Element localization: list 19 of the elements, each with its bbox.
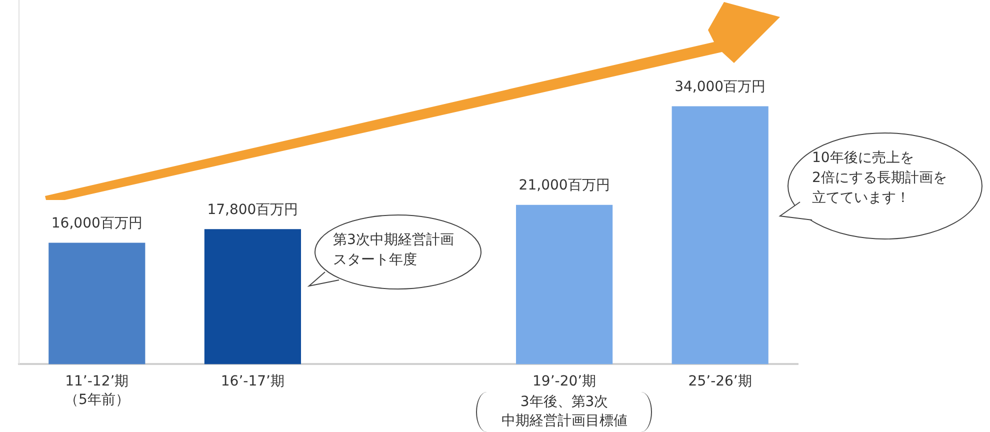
annotation: 第3次中期経営計画	[333, 231, 454, 250]
text: 2倍にする長期計画を	[812, 169, 947, 188]
text: 中期経営計画目標値	[500, 412, 628, 432]
data-label: 17,800百万円	[207, 202, 298, 218]
data-label: 34,000百万円	[674, 78, 766, 95]
data-label: 21,000百万円	[518, 178, 610, 194]
x-tick-label: 25’-26’期	[688, 373, 752, 390]
x-tick-label: 19’-20’期	[532, 373, 596, 390]
bar	[48, 242, 146, 364]
annotation: スタート年度	[333, 251, 417, 270]
data-label: 16,000百万円	[51, 215, 142, 232]
bar	[204, 229, 301, 364]
text: 立てています！	[812, 189, 910, 208]
bar	[516, 204, 613, 364]
x-tick-label: 11’-12’期（5年前）	[64, 373, 130, 408]
text: 10年後に売上を	[812, 149, 914, 168]
bar	[672, 106, 768, 364]
text: 3年後、第3次	[519, 393, 610, 412]
x-tick-label: 16’-17’期	[220, 373, 284, 390]
